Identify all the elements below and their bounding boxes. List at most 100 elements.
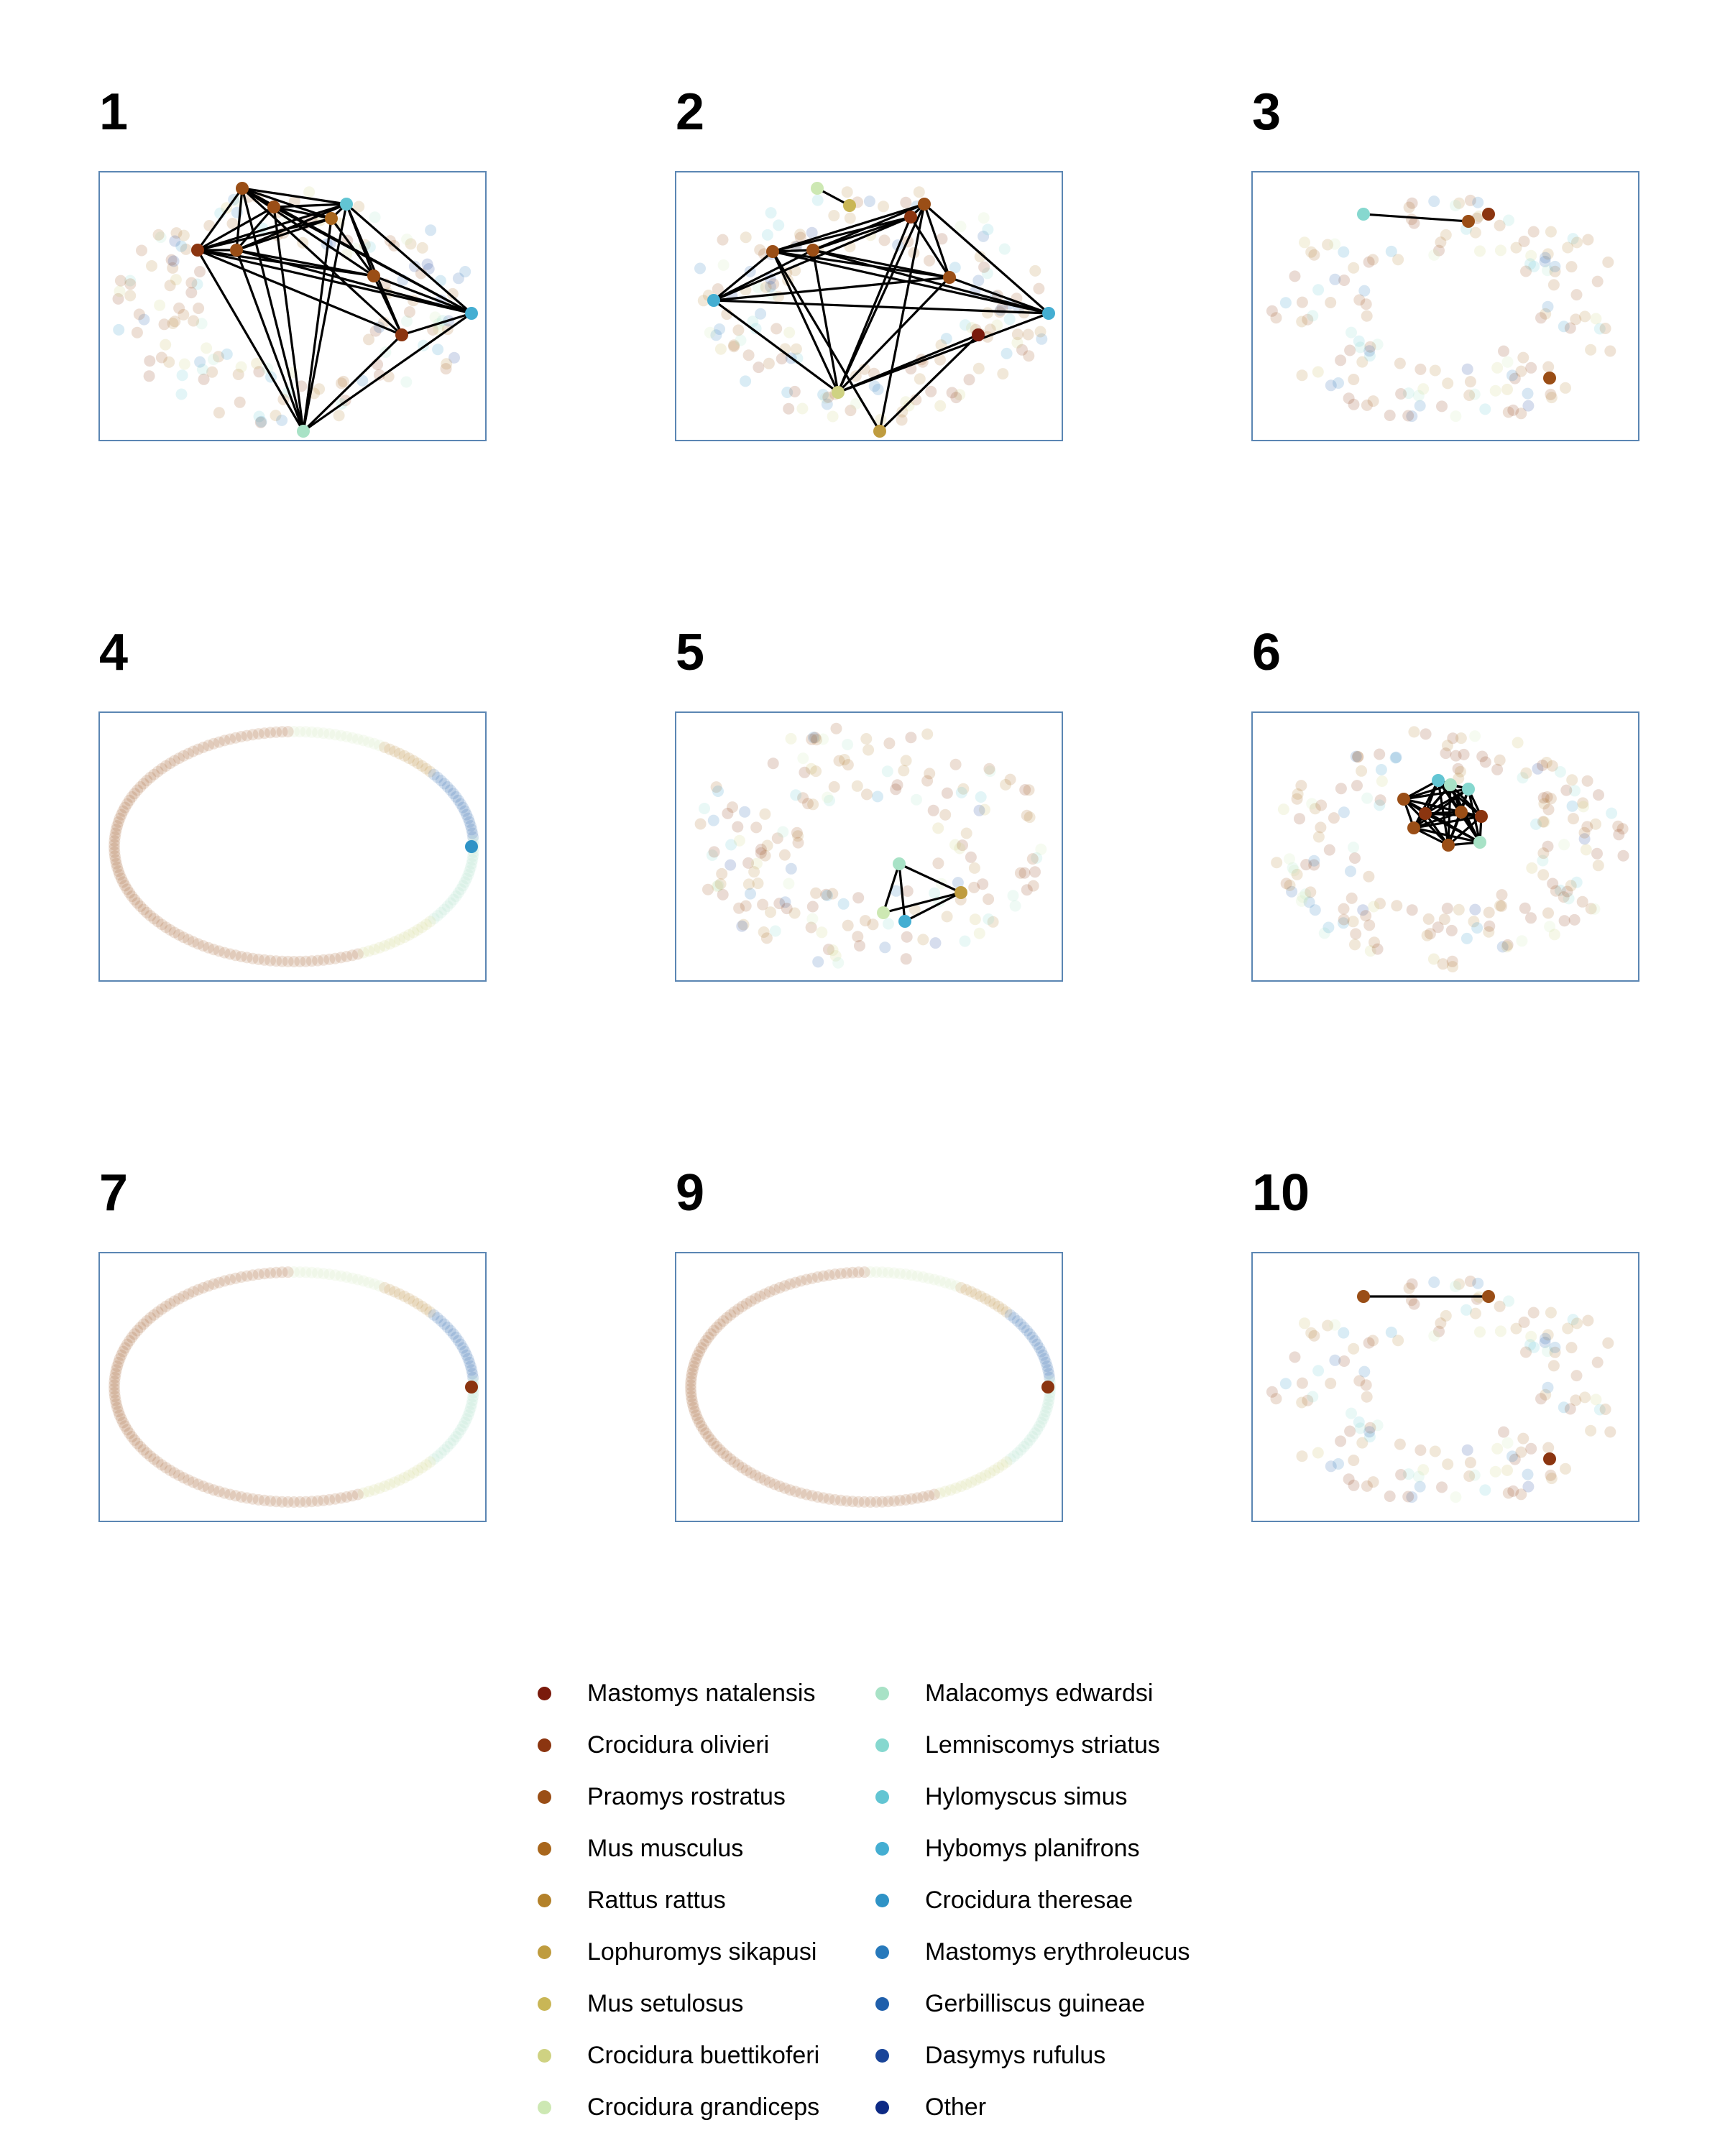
faint-node (1442, 377, 1454, 390)
network-edge (949, 276, 1049, 315)
faint-node (921, 728, 934, 740)
faint-node (1535, 312, 1547, 324)
faint-node (1312, 1447, 1324, 1459)
faint-node (881, 765, 893, 778)
faint-node (1291, 868, 1303, 880)
faint-node (923, 1490, 935, 1502)
faint-node (973, 804, 985, 816)
faint-node (1440, 747, 1452, 760)
faint-node (983, 763, 995, 775)
legend-label: Mastomys natalensis (587, 1679, 816, 1707)
faint-node (1299, 236, 1310, 249)
legend-label: Dasymys rufulus (925, 2041, 1106, 2069)
faint-node (1335, 783, 1347, 795)
faint-node (203, 1482, 214, 1494)
faint-node (160, 338, 172, 351)
faint-node (1509, 1453, 1521, 1465)
faint-node (1476, 750, 1489, 763)
faint-node (944, 1484, 957, 1496)
faint-node (790, 789, 802, 801)
faint-node (1403, 1282, 1415, 1294)
faint-node (369, 325, 382, 337)
faint-node (959, 319, 971, 331)
faint-node (253, 366, 265, 378)
highlighted-node (267, 201, 280, 213)
faint-node (783, 877, 795, 890)
legend-dot (538, 1893, 551, 1907)
faint-node (1325, 1378, 1337, 1389)
faint-node (1367, 1476, 1379, 1488)
faint-node (1348, 1342, 1360, 1355)
faint-node (346, 1490, 359, 1502)
network-graph-7 (109, 1266, 479, 1508)
highlighted-node (325, 212, 338, 225)
faint-node (950, 1280, 962, 1292)
faint-node (431, 1312, 443, 1324)
faint-node (765, 906, 776, 918)
faint-node (742, 349, 755, 361)
faint-node (750, 1293, 761, 1305)
faint-node (736, 1462, 748, 1474)
faint-node (784, 1278, 796, 1290)
faint-node (1029, 866, 1041, 878)
faint-node (817, 733, 829, 745)
faint-node (1374, 799, 1386, 811)
faint-node (952, 877, 964, 889)
faint-node (1034, 326, 1046, 338)
faint-node (1296, 1450, 1308, 1462)
faint-node (444, 897, 456, 909)
faint-node (197, 741, 209, 753)
faint-node (721, 1450, 733, 1462)
faint-node (1464, 194, 1476, 206)
faint-node (1408, 217, 1420, 229)
faint-node (1011, 336, 1024, 349)
faint-node (970, 1288, 982, 1300)
faint-node (769, 925, 781, 937)
faint-node (828, 210, 840, 221)
faint-node (1452, 763, 1464, 775)
faint-node (1350, 750, 1362, 763)
faint-node (707, 814, 719, 826)
faint-node (466, 1398, 478, 1410)
faint-node (714, 878, 727, 890)
faint-node (691, 1413, 704, 1425)
faint-node (1545, 1469, 1557, 1481)
faint-node (745, 1295, 757, 1307)
network-edge (235, 206, 275, 252)
faint-node (141, 906, 153, 918)
faint-node (852, 931, 864, 943)
faint-node (806, 1272, 818, 1284)
faint-node (1570, 1394, 1582, 1406)
faint-node (464, 1356, 476, 1368)
faint-node (1544, 921, 1556, 933)
highlighted-node (1357, 1290, 1370, 1303)
faint-node (384, 1478, 396, 1491)
faint-node (710, 781, 722, 793)
faint-node (859, 915, 871, 927)
faint-node (379, 940, 391, 952)
faint-node (783, 326, 796, 338)
faint-node (970, 1474, 982, 1486)
faint-node (464, 820, 477, 832)
network-graph-4 (109, 726, 479, 967)
faint-node (374, 1482, 385, 1494)
faint-node (921, 775, 934, 787)
faint-node (794, 229, 806, 241)
network-edge (302, 333, 403, 433)
faint-node (1496, 889, 1508, 901)
faint-node (335, 952, 347, 964)
faint-node (252, 953, 264, 965)
faint-node (1560, 1462, 1571, 1475)
faint-node (1358, 285, 1371, 297)
faint-node (974, 251, 986, 263)
faint-node (721, 1312, 733, 1324)
faint-node (431, 910, 443, 922)
faint-node (175, 240, 188, 252)
faint-node (852, 1266, 865, 1279)
faint-node (900, 755, 912, 767)
network-edge (302, 203, 348, 432)
faint-node (828, 780, 840, 793)
faint-node (333, 410, 345, 422)
faint-node (903, 400, 915, 412)
faint-node (1604, 1426, 1616, 1438)
